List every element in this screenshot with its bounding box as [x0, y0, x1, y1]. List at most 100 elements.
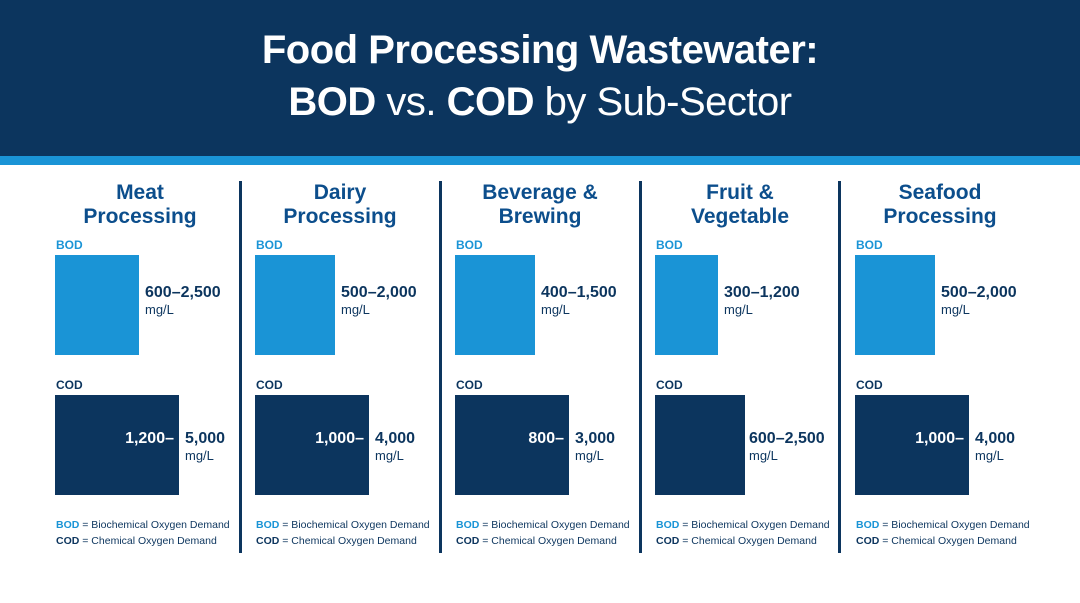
subtitle-bod: BOD — [288, 80, 376, 124]
legend-bod: BOD = Biochemical Oxygen Demand — [256, 519, 430, 531]
cod-label: COD — [856, 378, 883, 392]
cod-bar — [55, 395, 179, 495]
bod-value: 500–2,000 — [341, 284, 417, 301]
legend-cod-abbr: COD — [656, 535, 680, 547]
legend-bod-abbr: BOD — [656, 519, 680, 531]
page-title: Food Processing Wastewater: — [261, 28, 819, 72]
legend-bod-abbr: BOD — [456, 519, 480, 531]
subtitle-vs: vs. — [375, 80, 447, 124]
legend-cod-text: = Chemical Oxygen Demand — [679, 535, 817, 547]
sector-title-line: Processing — [283, 205, 397, 228]
bod-bar — [255, 255, 335, 355]
legend-bod-text: = Biochemical Oxygen Demand — [79, 519, 230, 531]
column-divider — [838, 181, 841, 553]
sector-title-line: Beverage & — [482, 181, 598, 204]
cod-value-low: 1,000– — [315, 430, 364, 447]
sector-column: Dairy Processing BOD COD 500–2,000 mg/L 1,000–… — [240, 165, 440, 585]
legend-bod-text: = Biochemical Oxygen Demand — [479, 519, 630, 531]
legend-cod: COD = Chemical Oxygen Demand — [856, 535, 1017, 547]
sector-title: Beverage & Brewing — [456, 181, 624, 229]
cod-bar — [255, 395, 369, 495]
sector-title-line: Meat — [116, 181, 164, 204]
legend-bod-text: = Biochemical Oxygen Demand — [879, 519, 1030, 531]
sector-column: Meat Processing BOD COD 600–2,500 mg/L 1,200– 5… — [40, 165, 240, 585]
cod-value-high: 5,000 — [185, 430, 226, 447]
bod-label: BOD — [856, 238, 883, 252]
cod-value: 600–2,500 — [749, 430, 825, 447]
legend-bod: BOD = Biochemical Oxygen Demand — [656, 519, 830, 531]
legend-bod: BOD = Biochemical Oxygen Demand — [856, 519, 1030, 531]
cod-value-low: 800– — [528, 430, 564, 447]
legend-cod-abbr: COD — [456, 535, 480, 547]
sector-title-line: Fruit & — [706, 181, 774, 204]
cod-label: COD — [256, 378, 283, 392]
sector-title: Meat Processing — [56, 181, 224, 229]
cod-unit: mg/L — [749, 448, 778, 463]
column-divider — [239, 181, 242, 553]
legend-bod-abbr: BOD — [56, 519, 80, 531]
sector-title: Dairy Processing — [256, 181, 424, 229]
cod-unit: mg/L — [185, 448, 214, 463]
legend-cod: COD = Chemical Oxygen Demand — [56, 535, 217, 547]
sector-column: Fruit & Vegetable BOD COD 300–1,200 mg/L 600–2… — [640, 165, 840, 585]
legend-bod-text: = Biochemical Oxygen Demand — [679, 519, 830, 531]
subtitle-rest: by Sub-Sector — [534, 80, 792, 124]
legend-bod: BOD = Biochemical Oxygen Demand — [56, 519, 230, 531]
legend-cod: COD = Chemical Oxygen Demand — [256, 535, 417, 547]
sector-title-line: Vegetable — [690, 205, 790, 228]
legend-cod-text: = Chemical Oxygen Demand — [279, 535, 417, 547]
legend-bod-text: = Biochemical Oxygen Demand — [279, 519, 430, 531]
sector-title-line: Processing — [83, 205, 197, 228]
legend-cod-text: = Chemical Oxygen Demand — [879, 535, 1017, 547]
sector-title-line: Dairy — [313, 181, 367, 204]
sector-column: Beverage & Brewing BOD COD 400–1,500 mg/L 800–… — [440, 165, 640, 585]
cod-value-high: 4,000 — [975, 430, 1016, 447]
legend-cod: COD = Chemical Oxygen Demand — [656, 535, 817, 547]
legend-bod-abbr: BOD — [256, 519, 280, 531]
bod-bar — [455, 255, 535, 355]
bod-bar — [55, 255, 139, 355]
cod-unit: mg/L — [975, 448, 1004, 463]
sector-title: Seafood Processing — [856, 181, 1024, 229]
legend-cod-text: = Chemical Oxygen Demand — [479, 535, 617, 547]
bod-value: 500–2,000 — [941, 284, 1017, 301]
bod-unit: mg/L — [145, 302, 174, 317]
bod-value: 300–1,200 — [724, 284, 800, 301]
legend-cod-text: = Chemical Oxygen Demand — [79, 535, 217, 547]
bod-unit: mg/L — [724, 302, 753, 317]
cod-bar — [855, 395, 969, 495]
cod-unit: mg/L — [575, 448, 604, 463]
header-banner: Food Processing Wastewater: BOD vs. COD … — [0, 0, 1080, 156]
bod-unit: mg/L — [941, 302, 970, 317]
legend-cod: COD = Chemical Oxygen Demand — [456, 535, 617, 547]
legend-bod-abbr: BOD — [856, 519, 880, 531]
accent-bar — [0, 156, 1080, 165]
legend-bod: BOD = Biochemical Oxygen Demand — [456, 519, 630, 531]
sector-title-line: Seafood — [898, 181, 982, 204]
subtitle-cod: COD — [446, 80, 535, 124]
bod-label: BOD — [56, 238, 83, 252]
bod-label: BOD — [456, 238, 483, 252]
sector-title-line: Brewing — [498, 205, 582, 228]
legend-cod-abbr: COD — [856, 535, 880, 547]
cod-label: COD — [456, 378, 483, 392]
page-subtitle: BOD vs. COD by Sub-Sector — [0, 80, 1080, 125]
bod-value: 600–2,500 — [145, 284, 221, 301]
cod-value-low: 1,200– — [125, 430, 174, 447]
cod-value-high: 4,000 — [375, 430, 416, 447]
cod-value-high: 3,000 — [575, 430, 616, 447]
sector-title-line: Processing — [883, 205, 997, 228]
cod-unit: mg/L — [375, 448, 404, 463]
cod-label: COD — [56, 378, 83, 392]
legend-cod-abbr: COD — [56, 535, 80, 547]
column-divider — [639, 181, 642, 553]
cod-bar — [455, 395, 569, 495]
legend-cod-abbr: COD — [256, 535, 280, 547]
cod-value-low: 1,000– — [915, 430, 964, 447]
bod-label: BOD — [656, 238, 683, 252]
sector-title: Fruit & Vegetable — [656, 181, 824, 229]
bod-unit: mg/L — [341, 302, 370, 317]
cod-label: COD — [656, 378, 683, 392]
cod-bar — [655, 395, 745, 495]
bod-value: 400–1,500 — [541, 284, 617, 301]
